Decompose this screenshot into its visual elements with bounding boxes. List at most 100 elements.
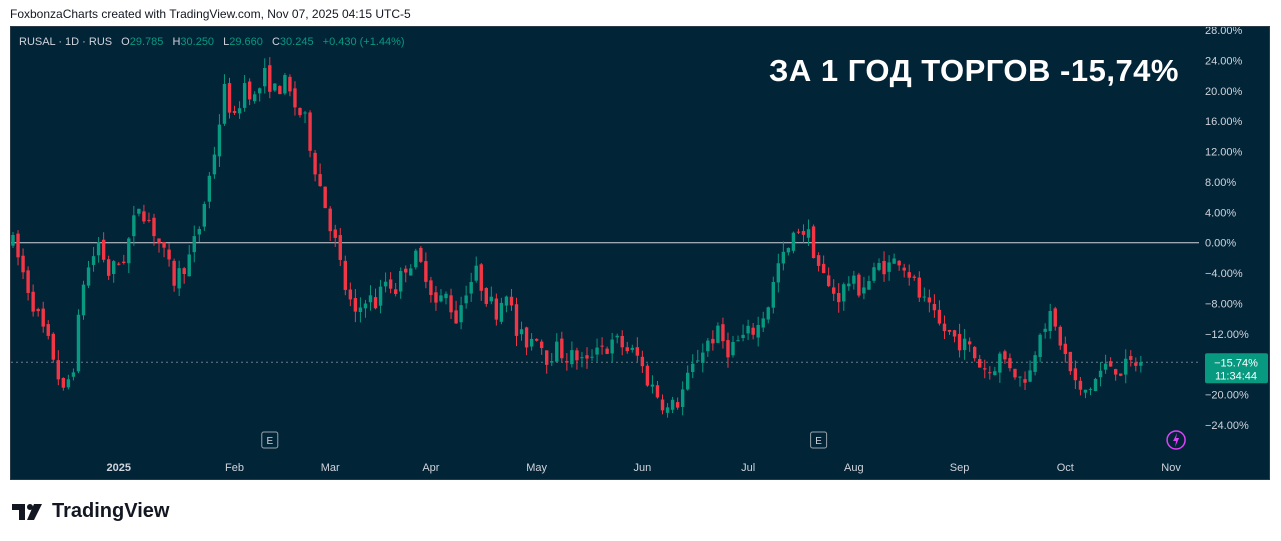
candle-body — [258, 88, 262, 94]
candle-body — [716, 325, 720, 343]
close-value: 30.245 — [279, 36, 314, 48]
candle-body — [932, 304, 937, 311]
candle-body — [504, 296, 509, 306]
candle-body — [1023, 379, 1027, 383]
price-chart[interactable]: 28.00% 24.00% 20.00% 16.00% 12.00% 8.00% 4.00%… — [11, 27, 1270, 480]
candle-body — [479, 264, 483, 291]
candle-body — [751, 327, 755, 335]
tradingview-logo[interactable]: TradingView — [12, 500, 169, 523]
candle-body — [605, 348, 609, 354]
candle-body — [308, 112, 312, 151]
candle-body — [595, 347, 599, 355]
candle-body — [1038, 334, 1042, 357]
symbol-label: RUSAL · 1D · RUS — [19, 36, 113, 48]
y-tick-label: 12.00% — [1205, 147, 1243, 159]
candle-body — [852, 275, 856, 284]
candle-body — [323, 186, 327, 209]
candle-body — [373, 297, 378, 309]
candle-body — [796, 231, 801, 233]
candle-body — [912, 276, 916, 278]
candle-body — [937, 309, 942, 324]
candle-body — [1134, 362, 1138, 366]
candle-body — [967, 341, 972, 345]
earnings-event-marker — [810, 431, 828, 449]
candle-body — [1103, 363, 1108, 370]
candle-body — [691, 363, 695, 372]
price-badge-value: −15.74% — [1214, 357, 1258, 369]
candle-body — [187, 254, 191, 277]
candle-body — [147, 219, 151, 221]
candle-body — [414, 250, 418, 268]
candle-body — [1058, 326, 1062, 346]
candle-body — [122, 261, 126, 263]
price-badge-countdown: 11:34:44 — [1215, 370, 1257, 382]
candle-body — [227, 83, 232, 113]
candle-body — [112, 261, 116, 275]
candle-body — [21, 255, 25, 273]
candle-body — [514, 304, 519, 336]
candle-body — [86, 267, 91, 286]
x-tick-label: Feb — [225, 462, 244, 474]
candle-body — [1008, 358, 1012, 369]
y-tick-label: 4.00% — [1205, 207, 1236, 219]
candle-body — [404, 268, 408, 273]
candle-body — [882, 260, 886, 275]
x-tick-label: 2025 — [106, 462, 130, 474]
candle-body — [766, 307, 770, 320]
candle-body — [862, 287, 866, 294]
candle-body — [132, 215, 136, 237]
candle-body — [383, 281, 388, 287]
candle-body — [328, 208, 332, 232]
ohlc-legend: RUSAL · 1D · RUS O29.785 H30.250 L29.660… — [19, 36, 405, 48]
candle-body — [167, 249, 171, 260]
candle-body — [806, 229, 811, 238]
candle-body — [1018, 376, 1022, 378]
candle-body — [821, 263, 826, 274]
high-label: H — [172, 36, 181, 48]
candle-body — [630, 347, 635, 350]
candle-body — [509, 296, 514, 306]
candle-body — [101, 239, 106, 260]
open-value: 29.785 — [129, 36, 164, 48]
candle-body — [137, 208, 141, 214]
candle-body — [645, 365, 650, 386]
candle-body — [1003, 351, 1007, 360]
candle-body — [242, 83, 247, 108]
candle-body — [545, 350, 549, 365]
y-tick-label: 0.00% — [1205, 238, 1236, 250]
candle-body — [172, 260, 176, 286]
candle-body — [182, 268, 186, 274]
y-tick-label: −4.00% — [1205, 268, 1243, 280]
candle-body — [202, 204, 207, 227]
candle-body — [726, 340, 730, 358]
candle-body — [660, 399, 665, 411]
chart-credit: FoxbonzaCharts created with TradingView.… — [10, 7, 411, 21]
candle-body — [922, 296, 927, 298]
y-tick-label: −24.00% — [1205, 420, 1249, 432]
candle-body — [519, 329, 524, 335]
candle-body — [1053, 308, 1057, 327]
low-label: L — [223, 36, 230, 48]
open-label: O — [121, 36, 130, 48]
candle-body — [952, 330, 957, 337]
x-tick-label: May — [526, 462, 547, 474]
candle-body — [524, 327, 529, 348]
candle-body — [1068, 351, 1073, 372]
candle-body — [444, 293, 448, 299]
candle-body — [665, 407, 670, 413]
candle-body — [36, 309, 40, 312]
y-tick-label: 16.00% — [1205, 116, 1243, 128]
x-tick-label: Jul — [741, 462, 755, 474]
chart-panel[interactable]: 28.00% 24.00% 20.00% 16.00% 12.00% 8.00% 4.00%… — [10, 26, 1270, 480]
x-tick-label: Apr — [422, 462, 439, 474]
candle-body — [575, 350, 579, 361]
candle-body — [333, 229, 337, 238]
candle-body — [1108, 361, 1113, 367]
candle-body — [298, 107, 302, 116]
candle-body — [670, 399, 675, 410]
candle-body — [237, 108, 242, 114]
candle-body — [842, 284, 846, 302]
candle-body — [278, 86, 282, 95]
candle-body — [106, 259, 111, 276]
candle-body — [91, 256, 96, 265]
